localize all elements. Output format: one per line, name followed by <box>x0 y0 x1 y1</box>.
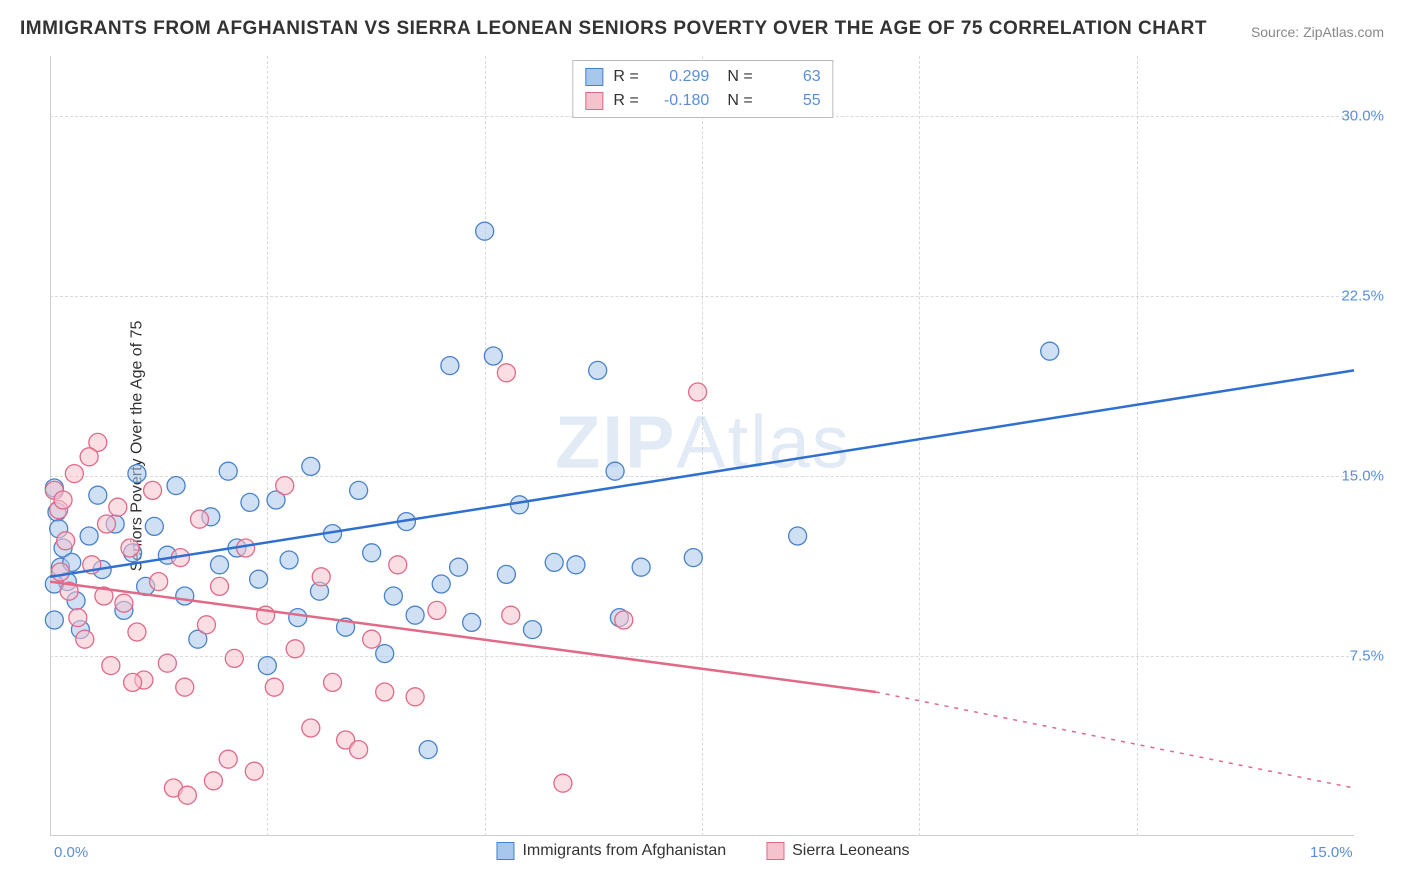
legend-swatch-1 <box>585 92 603 110</box>
legend-label-1: Sierra Leoneans <box>792 842 909 860</box>
legend-item-0: Immigrants from Afghanistan <box>496 842 726 860</box>
n-label-0: N = <box>727 65 752 89</box>
r-value-1: -0.180 <box>651 89 709 113</box>
r-value-0: 0.299 <box>651 65 709 89</box>
legend-swatch-bottom-1 <box>766 842 784 860</box>
legend-correlation: R = 0.299 N = 63 R = -0.180 N = 55 <box>572 60 833 118</box>
legend-swatch-0 <box>585 68 603 86</box>
legend-item-1: Sierra Leoneans <box>766 842 909 860</box>
legend-swatch-bottom-0 <box>496 842 514 860</box>
legend-row-series-0: R = 0.299 N = 63 <box>585 65 820 89</box>
chart-svg <box>50 56 1354 836</box>
legend-series: Immigrants from Afghanistan Sierra Leone… <box>496 842 909 860</box>
legend-label-0: Immigrants from Afghanistan <box>522 842 726 860</box>
n-value-1: 55 <box>763 89 821 113</box>
chart-title: IMMIGRANTS FROM AFGHANISTAN VS SIERRA LE… <box>20 18 1207 40</box>
r-label-0: R = <box>613 65 641 89</box>
legend-row-series-1: R = -0.180 N = 55 <box>585 89 820 113</box>
source-label: Source: ZipAtlas.com <box>1251 24 1384 40</box>
n-label-1: N = <box>727 89 752 113</box>
r-label-1: R = <box>613 89 641 113</box>
n-value-0: 63 <box>763 65 821 89</box>
